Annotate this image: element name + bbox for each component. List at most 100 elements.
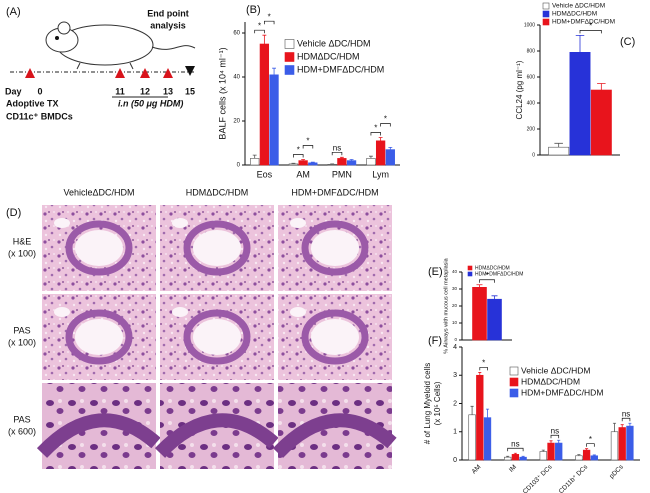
error-bar <box>272 67 276 75</box>
y-tick-label: 0 <box>453 457 457 464</box>
airway-wall <box>65 220 133 276</box>
day-number: 12 <box>140 86 150 96</box>
significance-label: ns <box>551 426 559 435</box>
x-tick-label: AM <box>296 169 310 179</box>
y-tick-label: 0 <box>454 337 457 342</box>
bar <box>375 140 386 166</box>
legend-label: HDM+DMFΔDC/HDM <box>552 19 615 26</box>
error-bar <box>478 372 482 376</box>
row-magnification: (x 600) <box>8 426 36 436</box>
legend-label: Vehicle ΔDC/HDM <box>521 365 590 375</box>
significance-label: * <box>384 115 387 124</box>
x-tick-label: CD103⁺ DCs <box>522 463 554 493</box>
row-stain: PAS <box>13 414 30 424</box>
significance-bracket <box>479 279 495 283</box>
bar <box>569 51 591 156</box>
error-bar <box>291 162 296 164</box>
significance-label: * <box>482 359 485 368</box>
endpoint-label: End point <box>147 8 189 18</box>
error-bar <box>369 155 373 159</box>
bar <box>487 298 502 341</box>
y-tick-label: 1000 <box>524 22 535 28</box>
y-tick-label: 800 <box>527 48 536 54</box>
legend-label: HDMΔDC/HDM <box>552 11 597 18</box>
legend-label: HDM+DMFΔDC/HDM <box>297 64 384 74</box>
y-tick-label: 20 <box>452 303 458 308</box>
significance-bracket <box>579 30 602 34</box>
y-tick-label: 4 <box>453 344 457 351</box>
error-bar <box>592 454 596 456</box>
error-bar <box>262 34 267 44</box>
treatment-label: i.n (50 μg HDM) <box>118 98 183 108</box>
epithelium <box>272 413 397 458</box>
column-header: HDMΔDC/HDM <box>186 187 249 197</box>
row-stain: H&E <box>13 236 32 246</box>
panel-label: (B) <box>246 4 261 16</box>
bar <box>555 442 563 461</box>
airway-wall <box>65 309 133 365</box>
x-tick-label: PMN <box>332 169 352 179</box>
bar <box>327 164 337 166</box>
x-tick-label: AM <box>471 464 483 476</box>
significance-bracket <box>550 434 560 439</box>
airway-lumen <box>75 230 123 266</box>
significance-label: ns <box>622 409 630 418</box>
day-number: 0 <box>37 86 42 96</box>
significance-label: ns <box>333 143 341 152</box>
error-bar <box>485 408 490 418</box>
panel-label: (F) <box>428 335 442 347</box>
bar <box>618 427 626 461</box>
y-tick-label: 30 <box>452 286 458 291</box>
bar <box>575 455 583 461</box>
timepoint-marker <box>140 68 150 78</box>
bar <box>610 431 619 461</box>
airway-lumen <box>311 319 359 355</box>
timepoint-marker <box>115 68 125 78</box>
legend-label: HDMΔDC/HDM <box>475 265 510 271</box>
airway-wall <box>183 220 251 276</box>
alveolus <box>290 218 306 228</box>
legend-swatch <box>509 377 519 387</box>
significance-label: * <box>589 22 592 31</box>
significance-label: ns <box>511 439 519 448</box>
legend-label: HDM+DMFΔDC/HDM <box>521 387 603 397</box>
airway-lumen <box>311 230 359 266</box>
legend-label: HDMΔDC/HDM <box>521 376 580 386</box>
significance-label: * <box>485 271 488 280</box>
row-magnification: (x 100) <box>8 337 36 347</box>
error-bar <box>612 422 617 432</box>
significance-label: * <box>258 21 261 30</box>
bar <box>590 455 598 461</box>
epithelium <box>154 413 279 458</box>
error-bar <box>620 424 624 428</box>
error-bar <box>575 35 585 53</box>
error-bar <box>378 137 383 141</box>
day-number: 13 <box>163 86 173 96</box>
bar <box>519 456 527 461</box>
row-stain: PAS <box>13 325 30 335</box>
legend-swatch <box>284 65 295 75</box>
panel-d: (D) <box>6 207 21 219</box>
timepoint-marker <box>163 68 173 78</box>
y-tick-label: 0 <box>237 163 241 169</box>
airway-lumen <box>193 230 241 266</box>
y-tick-label: 1 <box>453 429 457 436</box>
bar <box>547 442 555 461</box>
airway-wall <box>301 309 369 365</box>
day-number: 11 <box>115 86 125 96</box>
bar <box>539 451 547 461</box>
alveolus <box>54 218 70 228</box>
x-tick-label: pDCs <box>608 463 625 480</box>
legend-label: Vehicle ΔDC/HDM <box>297 38 371 48</box>
bar <box>346 160 357 166</box>
error-bar <box>549 440 553 444</box>
y-tick-label: 10 <box>452 320 458 325</box>
legend-swatch <box>542 18 550 26</box>
y-axis-label: CCL24 (pg ml⁻¹) <box>515 60 524 119</box>
day-label: Day <box>5 86 22 96</box>
significance-bracket <box>380 123 391 127</box>
error-bar <box>491 295 498 300</box>
y-tick-label: 400 <box>527 100 536 106</box>
bar <box>582 449 591 461</box>
legend-label: HDM+DMFΔDC/HDM <box>475 271 523 277</box>
